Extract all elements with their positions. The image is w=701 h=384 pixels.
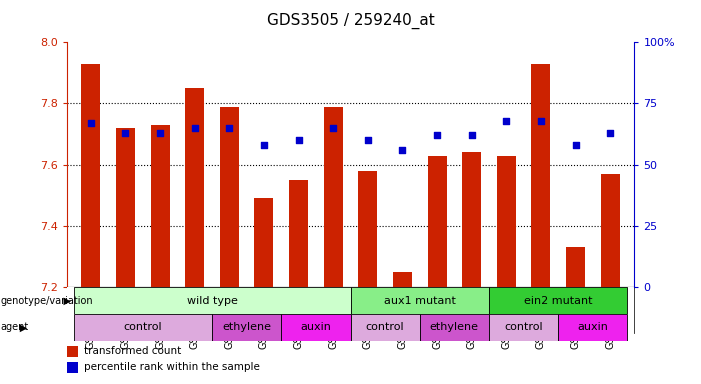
Text: aux1 mutant: aux1 mutant	[384, 296, 456, 306]
Text: wild type: wild type	[186, 296, 238, 306]
Bar	[281, 314, 350, 341]
Bar	[428, 156, 447, 287]
Bar	[254, 199, 273, 287]
Bar	[212, 314, 281, 341]
Point	[120, 130, 131, 136]
Bar	[558, 314, 627, 341]
Bar	[497, 156, 516, 287]
Bar	[289, 180, 308, 287]
Text: ▶: ▶	[1, 322, 27, 332]
Bar	[81, 64, 100, 287]
Bar	[74, 287, 351, 314]
Text: ethylene: ethylene	[430, 322, 479, 332]
Bar	[350, 314, 420, 341]
Text: agent: agent	[1, 322, 29, 332]
Bar	[601, 174, 620, 287]
Bar	[489, 287, 627, 314]
Point	[570, 142, 581, 148]
Point	[362, 137, 374, 143]
Bar	[220, 106, 239, 287]
Text: auxin: auxin	[578, 322, 608, 332]
Text: transformed count: transformed count	[83, 346, 181, 356]
Text: auxin: auxin	[301, 322, 332, 332]
Point	[501, 118, 512, 124]
Text: percentile rank within the sample: percentile rank within the sample	[83, 362, 259, 372]
Bar	[67, 362, 78, 373]
Bar	[358, 171, 377, 287]
Bar	[489, 314, 558, 341]
Bar	[420, 314, 489, 341]
Text: control: control	[504, 322, 543, 332]
Point	[154, 130, 165, 136]
Text: ▶: ▶	[1, 296, 71, 306]
Point	[224, 125, 235, 131]
Bar	[531, 64, 550, 287]
Bar	[116, 128, 135, 287]
Bar	[74, 314, 212, 341]
Bar	[185, 88, 204, 287]
Bar	[393, 272, 412, 287]
Bar	[67, 287, 634, 384]
Text: ein2 mutant: ein2 mutant	[524, 296, 592, 306]
Point	[86, 120, 97, 126]
Text: control: control	[366, 322, 404, 332]
Point	[397, 147, 408, 153]
Text: genotype/variation: genotype/variation	[1, 296, 93, 306]
Bar	[151, 125, 170, 287]
Bar	[462, 152, 481, 287]
Point	[259, 142, 270, 148]
Text: control: control	[123, 322, 162, 332]
Point	[293, 137, 304, 143]
Point	[327, 125, 339, 131]
Point	[536, 118, 547, 124]
Bar	[566, 247, 585, 287]
Point	[431, 132, 442, 138]
Text: ethylene: ethylene	[222, 322, 271, 332]
Bar	[67, 346, 78, 357]
Point	[189, 125, 200, 131]
Point	[604, 130, 615, 136]
Point	[466, 132, 477, 138]
Text: GDS3505 / 259240_at: GDS3505 / 259240_at	[266, 13, 435, 29]
Bar	[350, 287, 489, 314]
Bar	[324, 106, 343, 287]
